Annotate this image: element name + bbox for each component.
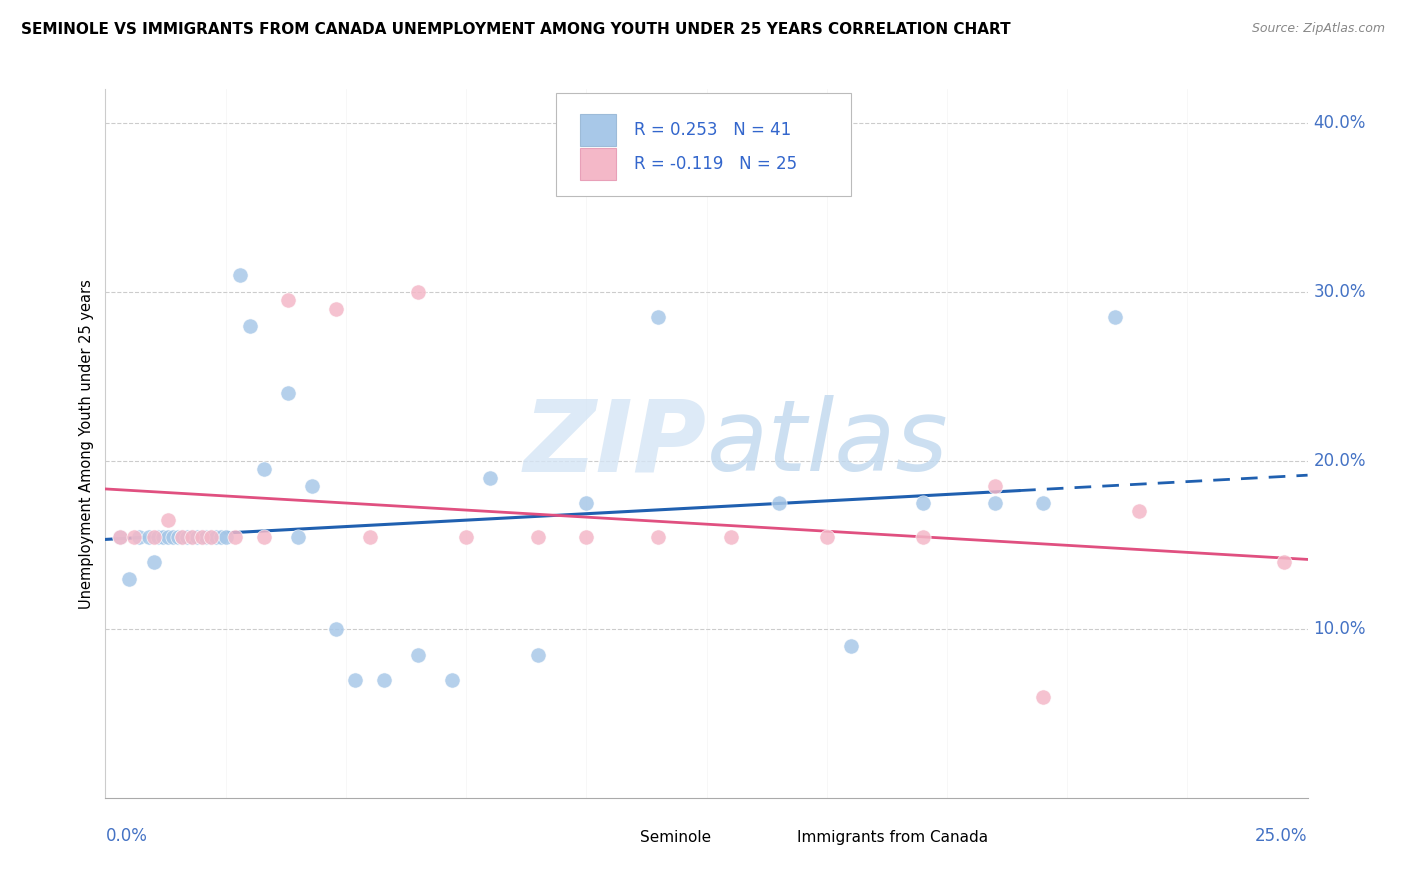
- Point: [156, 530, 179, 544]
- Point: [195, 530, 218, 544]
- Point: [253, 462, 276, 476]
- Text: SEMINOLE VS IMMIGRANTS FROM CANADA UNEMPLOYMENT AMONG YOUTH UNDER 25 YEARS CORRE: SEMINOLE VS IMMIGRANTS FROM CANADA UNEMP…: [21, 22, 1011, 37]
- Point: [108, 530, 131, 544]
- Point: [440, 673, 463, 687]
- Point: [344, 673, 367, 687]
- Point: [575, 496, 598, 510]
- Point: [209, 530, 232, 544]
- Y-axis label: Unemployment Among Youth under 25 years: Unemployment Among Youth under 25 years: [79, 279, 94, 608]
- Text: 20.0%: 20.0%: [1313, 451, 1367, 470]
- Point: [124, 530, 146, 544]
- Point: [406, 285, 429, 299]
- Point: [768, 496, 790, 510]
- Point: [172, 530, 194, 544]
- Point: [186, 530, 208, 544]
- Point: [839, 640, 862, 654]
- Point: [815, 530, 838, 544]
- Point: [200, 530, 222, 544]
- Point: [190, 530, 212, 544]
- Point: [142, 555, 165, 569]
- Point: [152, 530, 174, 544]
- Point: [128, 530, 150, 544]
- Text: 0.0%: 0.0%: [105, 827, 148, 845]
- Point: [406, 648, 429, 662]
- Point: [138, 530, 160, 544]
- Point: [911, 530, 934, 544]
- Point: [301, 479, 323, 493]
- Text: Seminole: Seminole: [640, 830, 711, 845]
- Text: atlas: atlas: [707, 395, 948, 492]
- Text: R = -0.119   N = 25: R = -0.119 N = 25: [634, 155, 797, 173]
- FancyBboxPatch shape: [605, 828, 631, 850]
- Point: [984, 479, 1007, 493]
- Point: [181, 530, 204, 544]
- FancyBboxPatch shape: [557, 93, 851, 195]
- FancyBboxPatch shape: [581, 114, 616, 146]
- Point: [647, 530, 669, 544]
- Point: [527, 648, 550, 662]
- Point: [527, 530, 550, 544]
- Point: [1104, 310, 1126, 325]
- Point: [172, 530, 194, 544]
- Point: [190, 530, 212, 544]
- Point: [200, 530, 222, 544]
- Point: [253, 530, 276, 544]
- Point: [181, 530, 204, 544]
- Point: [325, 623, 347, 637]
- Point: [142, 530, 165, 544]
- Point: [1272, 555, 1295, 569]
- Point: [373, 673, 395, 687]
- Point: [148, 530, 170, 544]
- FancyBboxPatch shape: [581, 148, 616, 180]
- Point: [647, 310, 669, 325]
- Text: R = 0.253   N = 41: R = 0.253 N = 41: [634, 121, 792, 139]
- Point: [984, 496, 1007, 510]
- Point: [1032, 496, 1054, 510]
- Point: [575, 530, 598, 544]
- Point: [214, 530, 236, 544]
- Point: [277, 293, 299, 308]
- Text: Immigrants from Canada: Immigrants from Canada: [797, 830, 988, 845]
- Point: [287, 530, 309, 544]
- Point: [176, 530, 198, 544]
- Point: [156, 513, 179, 527]
- Text: 40.0%: 40.0%: [1313, 114, 1367, 132]
- Point: [325, 301, 347, 316]
- Point: [205, 530, 228, 544]
- Text: 10.0%: 10.0%: [1313, 621, 1367, 639]
- Point: [359, 530, 381, 544]
- Point: [277, 386, 299, 401]
- Text: 25.0%: 25.0%: [1256, 827, 1308, 845]
- Point: [108, 530, 131, 544]
- Point: [162, 530, 184, 544]
- Point: [1128, 504, 1150, 518]
- Point: [720, 530, 742, 544]
- Point: [1032, 690, 1054, 704]
- Point: [239, 318, 262, 333]
- Point: [911, 496, 934, 510]
- FancyBboxPatch shape: [761, 828, 787, 850]
- Point: [118, 572, 141, 586]
- Text: 30.0%: 30.0%: [1313, 283, 1367, 301]
- Point: [454, 530, 477, 544]
- Point: [224, 530, 246, 544]
- Text: Source: ZipAtlas.com: Source: ZipAtlas.com: [1251, 22, 1385, 36]
- Point: [166, 530, 188, 544]
- Point: [229, 268, 252, 282]
- Point: [479, 470, 502, 484]
- Text: ZIP: ZIP: [523, 395, 707, 492]
